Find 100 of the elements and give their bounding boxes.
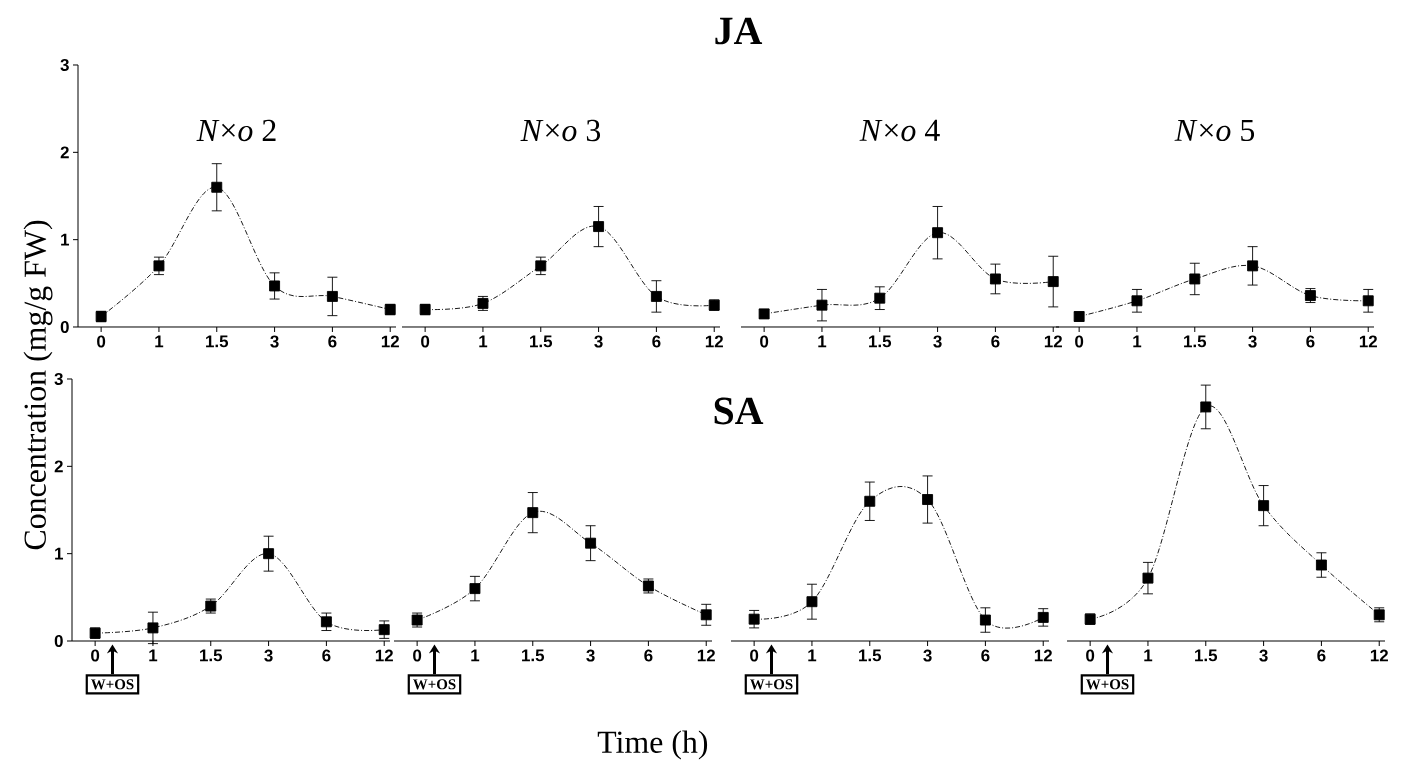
x-tick-label: 1 [471,649,480,662]
point [989,273,1001,285]
annotation: SA [714,397,764,425]
x-tick-label: 3 [933,335,942,348]
point [1200,401,1212,413]
x-tick-label: 6 [981,649,990,662]
point [147,622,159,634]
text: JA [715,17,763,45]
x-tick-label: 12 [375,649,393,662]
y-tick-label: 0 [54,635,63,647]
y-tick-label: 1 [55,547,64,560]
x-tick-label: 12 [381,335,399,348]
x-tick-label: 12 [1044,335,1062,348]
y-tick-label: 2 [54,460,63,473]
point [932,227,944,239]
point [535,260,547,272]
x-tick-label: 12 [1370,649,1388,662]
x-tick-label: 1 [818,335,827,348]
x-tick-label: 6 [328,335,337,348]
x-tick-label: 12 [705,335,723,348]
x-tick-label: 6 [652,335,661,348]
point [748,613,760,625]
point [806,596,818,608]
x-tick-label: 3 [1248,335,1257,348]
x-tick-label: 1.5 [206,335,229,348]
x-tick-label: 3 [586,649,595,662]
point [1131,295,1143,307]
x-tick-label: 6 [322,649,331,662]
y-tick-label: 1 [61,233,70,246]
point [816,299,828,311]
x-tick-label: 6 [991,335,1000,348]
point [1047,276,1059,288]
x-tick-label: 1.5 [522,649,545,662]
y-tick-label: 3 [60,58,69,71]
x-tick-label: 1.5 [859,649,882,662]
x-tick-label: 12 [1034,649,1052,662]
x-tick-label: 12 [1359,335,1377,348]
text: N×o 2 [196,119,276,142]
x-tick-label: 6 [1306,335,1315,348]
point [1142,572,1154,584]
x-tick-label: 3 [594,335,603,348]
x-tick-label: 3 [1259,649,1268,662]
x-tick-label: 1.5 [530,335,553,348]
point [263,548,275,560]
x-tick-label: 12 [697,649,715,662]
point [585,537,597,549]
point [1362,295,1374,307]
x-tick-label: 3 [264,649,273,662]
x-tick-label: 0 [760,335,769,348]
text: W+OS [90,679,134,690]
x-tick-label: 0 [413,649,422,662]
point [469,583,481,595]
text: N×o 3 [520,119,601,142]
point [326,290,338,302]
x-tick-label: 1.5 [1184,335,1207,348]
point [1037,611,1049,623]
y-axis-title: Concentration (mg/g FW) [23,220,53,550]
x-axis-title: Time (h) [597,730,708,760]
y-tick-label: 0 [60,321,69,333]
x-tick-label: 0 [421,335,430,348]
x-tick-label: 1 [155,335,164,348]
point [1258,500,1270,512]
text: W+OS [1086,679,1129,690]
point [650,290,662,302]
text: N×o 4 [859,119,940,142]
x-tick-label: 1 [1133,335,1142,348]
x-tick-label: 1 [479,335,488,348]
point [874,292,886,304]
point [527,507,539,519]
point [1315,559,1327,571]
text: N×o 5 [1174,119,1255,142]
x-tick-label: 6 [644,649,653,662]
x-tick-label: 0 [750,649,759,662]
point [979,614,991,626]
point [864,495,876,507]
x-tick-label: 1 [1144,649,1153,662]
x-tick-label: 3 [923,649,932,662]
y-tick-label: 3 [54,372,63,385]
x-tick-label: 1.5 [1195,649,1218,662]
point [269,280,281,292]
point [1247,260,1259,272]
x-tick-label: 1 [808,649,817,662]
x-tick-label: 6 [1317,649,1326,662]
x-tick-label: 0 [1086,649,1095,662]
point [922,494,934,505]
x-tick-label: 0 [1075,335,1084,348]
x-tick-label: 1 [149,649,158,662]
text: W+OS [750,679,793,690]
y-tick-label: 2 [60,146,69,159]
point [593,221,605,233]
x-tick-label: 1.5 [200,649,223,662]
point [211,181,223,193]
text: W+OS [413,679,456,690]
x-tick-label: 3 [270,335,279,348]
point [320,616,332,628]
x-tick-label: 1.5 [869,335,892,348]
x-tick-label: 0 [91,649,100,662]
x-tick-label: 0 [97,335,106,348]
point [700,609,712,621]
point [153,260,165,272]
